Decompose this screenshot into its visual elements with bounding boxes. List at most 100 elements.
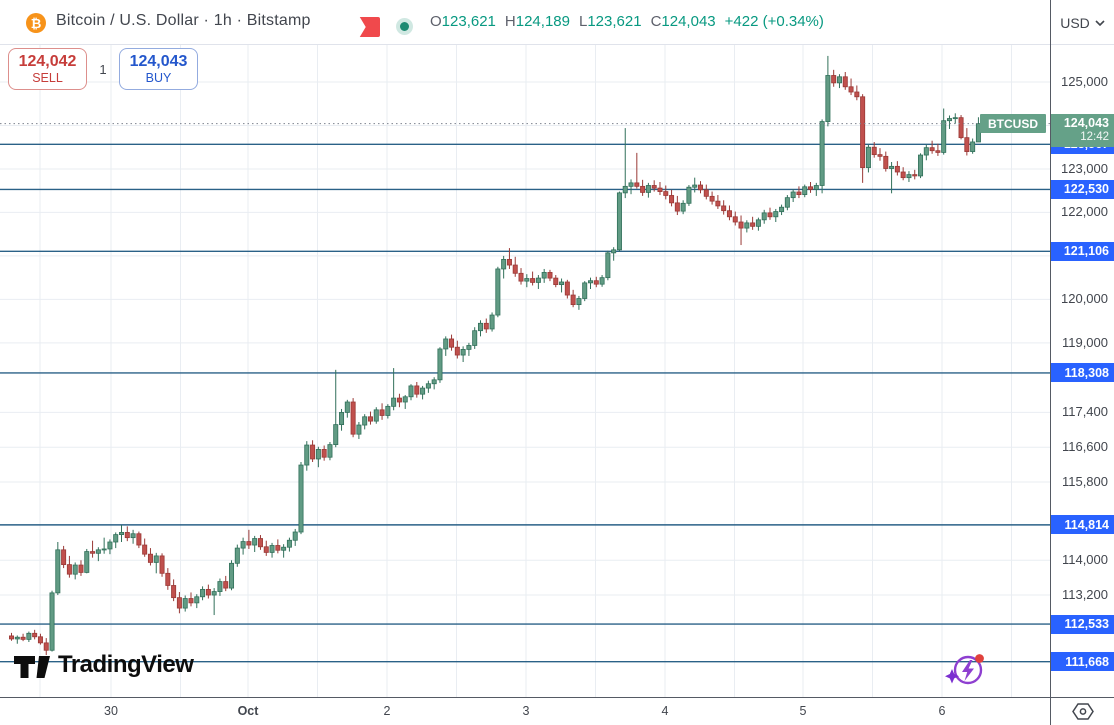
- candle-body: [680, 202, 686, 212]
- candle-body: [356, 424, 362, 435]
- candle-body: [860, 96, 866, 169]
- price-level-badge[interactable]: 114,814: [1051, 515, 1114, 535]
- candle-body: [362, 416, 368, 426]
- candle-body: [454, 346, 460, 356]
- candle-body: [836, 76, 842, 84]
- price-level-badge[interactable]: 122,530: [1051, 179, 1114, 199]
- candle-body: [889, 165, 895, 169]
- candle-body: [205, 588, 211, 596]
- candle-body: [437, 348, 443, 381]
- candle-body: [790, 191, 796, 199]
- market-status-icon[interactable]: [396, 18, 413, 35]
- candle-body: [871, 146, 877, 156]
- ohlc-key: L: [578, 13, 588, 30]
- price-axis-label: 119,000: [1061, 334, 1108, 350]
- candle-body: [26, 632, 32, 640]
- currency-selector[interactable]: USD: [1050, 0, 1114, 45]
- price-axis-label: 123,000: [1061, 160, 1108, 176]
- candle-body: [14, 636, 20, 640]
- candle-body: [310, 444, 316, 460]
- candle-body: [182, 598, 188, 609]
- candle-body: [588, 280, 594, 284]
- price-axis-label: 113,200: [1061, 587, 1108, 603]
- symbol-title[interactable]: Bitcoin / U.S. Dollar · 1h · Bitstamp: [56, 12, 311, 29]
- candle-body: [501, 258, 507, 270]
- ohlc-value: 124,043: [661, 13, 716, 30]
- candle-body: [344, 401, 350, 413]
- candle-body: [78, 564, 84, 573]
- price-chart-canvas[interactable]: [0, 45, 1050, 697]
- ohlc-key: H: [504, 13, 516, 30]
- candle-body: [396, 397, 402, 403]
- price-axis-label: 115,800: [1061, 474, 1108, 489]
- candle-body: [275, 545, 281, 551]
- candle-body: [819, 121, 825, 186]
- candle-body: [958, 117, 964, 139]
- price-axis-label: 116,600: [1061, 439, 1108, 455]
- candle-body: [923, 147, 929, 156]
- candle-body: [477, 322, 483, 332]
- candle-body: [767, 212, 773, 218]
- spark-ai-icon[interactable]: [943, 648, 991, 697]
- candle-body: [136, 533, 142, 546]
- tradingview-watermark[interactable]: TradingView: [14, 650, 194, 680]
- sell-button[interactable]: 124,042 SELL: [8, 48, 87, 90]
- candle-body: [229, 562, 235, 589]
- candle-body: [813, 185, 819, 190]
- candle-body: [802, 186, 808, 196]
- price-level-badge[interactable]: 111,668: [1051, 652, 1114, 672]
- candle-body: [165, 572, 171, 586]
- candle-body: [333, 424, 339, 446]
- candle-body: [281, 546, 287, 551]
- candle-body: [605, 252, 611, 279]
- candle-body: [200, 588, 206, 598]
- candle-body: [541, 272, 547, 279]
- candle-body: [84, 551, 90, 573]
- candle-body: [726, 210, 732, 218]
- time-axis-label: 2: [383, 704, 391, 718]
- axis-corner[interactable]: [1050, 697, 1114, 725]
- candle-body: [234, 547, 240, 564]
- candle-body: [506, 258, 512, 266]
- candle-body: [877, 154, 883, 157]
- status-dot: [400, 22, 409, 31]
- price-axis-label: 120,000: [1061, 291, 1108, 307]
- candle-body: [912, 174, 918, 177]
- candle-body: [176, 597, 182, 609]
- price-level-badge[interactable]: 121,106: [1051, 241, 1114, 261]
- candle-body: [61, 549, 67, 566]
- candle-body: [755, 219, 761, 227]
- candle-body: [269, 545, 275, 553]
- candle-body: [883, 155, 889, 169]
- candle-body: [669, 195, 675, 204]
- candle-body: [292, 531, 298, 541]
- buy-button[interactable]: 124,043 BUY: [119, 48, 198, 90]
- flag-icon[interactable]: [359, 17, 380, 37]
- ohlc-value: 123,621: [441, 13, 496, 30]
- candle-body: [321, 448, 327, 458]
- candle-body: [286, 539, 292, 548]
- candle-body: [37, 636, 43, 644]
- currency-label: USD: [1060, 14, 1090, 31]
- current-price-badge[interactable]: 124,043 12:42: [1051, 113, 1114, 147]
- candle-body: [350, 401, 356, 435]
- candle-body: [900, 171, 906, 179]
- candle-body: [252, 538, 258, 546]
- candle-body: [32, 632, 38, 638]
- time-axis[interactable]: 30 Oct 2 3 4 5 6: [0, 697, 1050, 725]
- time-axis-label: 5: [799, 704, 807, 718]
- candle-body: [854, 91, 860, 98]
- price-level-badge[interactable]: 118,308: [1051, 363, 1114, 383]
- candle-body: [570, 294, 576, 306]
- candle-body: [796, 191, 802, 196]
- candle-body: [246, 541, 252, 546]
- candle-body: [686, 186, 692, 204]
- candle-body: [147, 553, 153, 563]
- candle-body: [153, 555, 159, 563]
- ohlc-key: C: [650, 13, 662, 30]
- price-level-badge[interactable]: 112,533: [1051, 614, 1114, 634]
- price-axis[interactable]: 125,000 123,000 122,000 120,000 119,000 117,4…: [1050, 45, 1114, 697]
- candle-body: [391, 397, 397, 407]
- candle-body: [628, 182, 634, 187]
- candle-body: [530, 278, 536, 283]
